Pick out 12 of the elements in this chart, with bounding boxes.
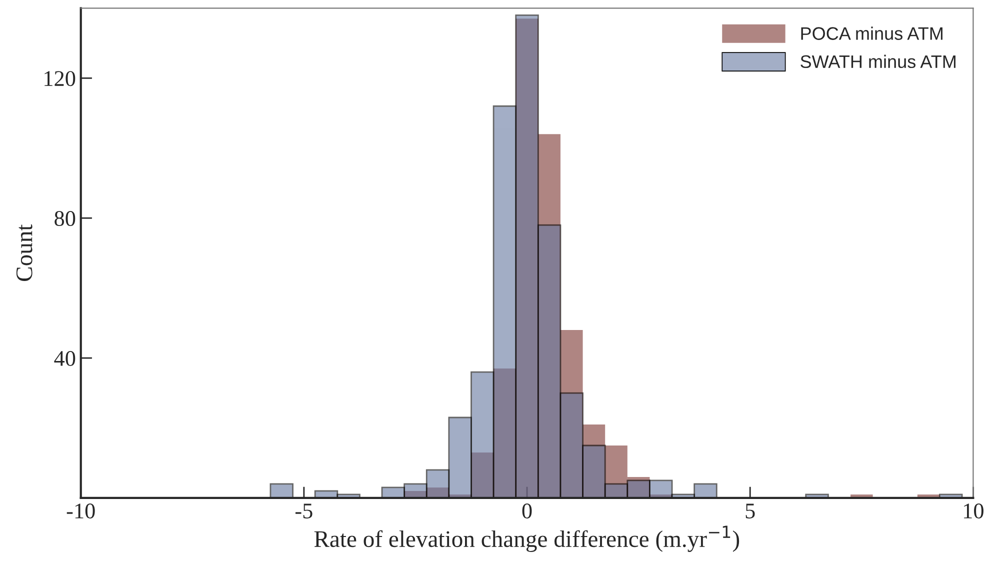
y-tick-label: 40	[54, 350, 76, 366]
legend-label: POCA minus ATM	[801, 26, 942, 40]
x-tick-label: 5	[746, 504, 755, 518]
x-tick-label: -10	[66, 503, 95, 518]
x-tick-label: -5	[296, 504, 312, 518]
y-tick-label: 120	[44, 71, 76, 86]
y-axis-title: Count	[16, 224, 32, 281]
x-axis-title: Rate of elevation change difference (m.yr$^{−1}$)	[314, 526, 740, 552]
y-tick-label: 80	[54, 211, 76, 226]
x-tick-label: 10	[964, 503, 984, 518]
x-tick-label: 0	[522, 503, 532, 518]
legend-label: SWATH minus ATM	[800, 54, 956, 68]
